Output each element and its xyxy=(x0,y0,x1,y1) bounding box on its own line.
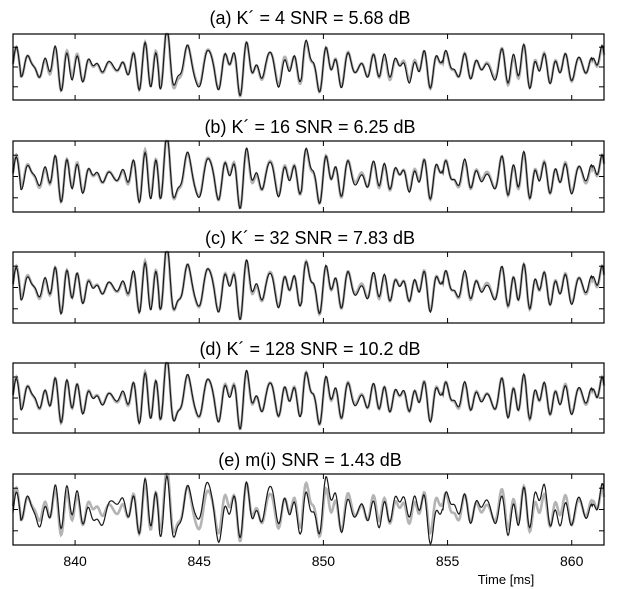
panel-a: (a) K´ = 4 SNR = 5.68 dB xyxy=(11,8,606,101)
panel-b-title: (b) K´ = 16 SNR = 6.25 dB xyxy=(204,117,415,137)
x-tick-label-860: 860 xyxy=(560,553,584,569)
panel-e-reconstruction-series-line xyxy=(12,474,605,546)
panel-d-title: (d) K´ = 128 SNR = 10.2 dB xyxy=(199,339,420,359)
panel-a-title: (a) K´ = 4 SNR = 5.68 dB xyxy=(209,8,410,28)
panel-e: (e) m(i) SNR = 1.43 dB xyxy=(11,450,606,546)
x-tick-label-845: 845 xyxy=(188,553,212,569)
panel-c-title: (c) K´ = 32 SNR = 7.83 dB xyxy=(205,228,415,248)
x-tick-label-855: 855 xyxy=(436,553,460,569)
x-axis-label: Time [ms] xyxy=(478,572,535,587)
panel-e-title: (e) m(i) SNR = 1.43 dB xyxy=(218,450,402,470)
panel-b-plot xyxy=(11,139,606,213)
x-tick-label-840: 840 xyxy=(63,553,87,569)
panel-a-original-series-line xyxy=(11,32,606,98)
x-tick-label-850: 850 xyxy=(312,553,336,569)
panel-e-original-series-line xyxy=(11,472,606,543)
x-tick-labels: 840 845 850 855 860 xyxy=(63,553,583,569)
panel-d: (d) K´ = 128 SNR = 10.2 dB xyxy=(11,339,606,434)
panel-a-plot xyxy=(11,32,606,101)
panel-b-reconstruction-series-line xyxy=(12,140,605,210)
panel-d-reconstruction-series-line xyxy=(12,362,605,430)
panel-b: (b) K´ = 16 SNR = 6.25 dB xyxy=(11,117,606,213)
panel-d-plot xyxy=(11,361,606,434)
panel-c: (c) K´ = 32 SNR = 7.83 dB xyxy=(11,228,606,324)
panel-c-plot xyxy=(11,250,606,324)
panel-a-reconstruction-series-line xyxy=(12,33,605,96)
panel-e-plot xyxy=(11,472,606,546)
panel-c-reconstruction-series-line xyxy=(12,251,605,321)
